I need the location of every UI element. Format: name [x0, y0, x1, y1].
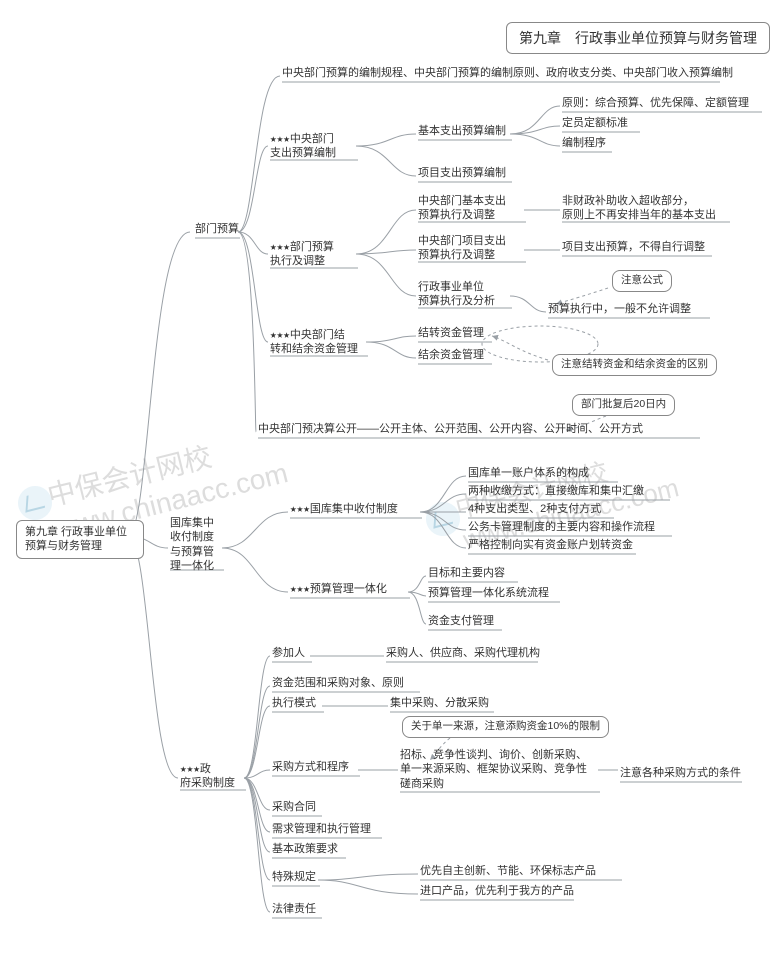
node-b1c-c2: 结余资金管理 [418, 348, 484, 362]
node-b2b-r3: 资金支付管理 [428, 614, 494, 628]
node-b3-r3: 执行模式 [272, 696, 316, 710]
node-b2a-r5: 严格控制向实有资金账户划转资金 [468, 538, 633, 552]
node-b2b: ★★★预算管理一体化 [290, 582, 387, 596]
node-b1b: ★★★部门预算 执行及调整 [270, 240, 334, 269]
node-b1b-c1: 中央部门基本支出预算执行及调整 [418, 194, 506, 223]
node-b1a-c1-r2: 定员定额标准 [562, 116, 628, 130]
node-b2a-r3: 4种支出类型、2种支付方式 [468, 502, 601, 516]
node-b1c: ★★★中央部门结转和结余资金管理 [270, 328, 358, 357]
node-b2a-r1: 国库单一账户体系的构成 [468, 466, 589, 480]
callout-b1c: 注意结转资金和结余资金的区别 [552, 354, 717, 376]
node-b1d: 中央部门预决算公开——公开主体、公开范围、公开内容、公开时间、公开方式 [258, 422, 643, 436]
node-b1b-c1-r: 非财政补助收入超收部分，原则上不再安排当年的基本支出 [562, 194, 716, 223]
node-b3-r4: 采购方式和程序 [272, 760, 349, 774]
node-b3-r3d: 集中采购、分散采购 [390, 696, 489, 710]
node-b3-r5: 采购合同 [272, 800, 316, 814]
node-b3: ★★★政府采购制度 [180, 762, 235, 791]
node-b1b-c2-r: 项目支出预算，不得自行调整 [562, 240, 705, 254]
node-b1b-c2: 中央部门项目支出预算执行及调整 [418, 234, 506, 263]
connector-layer [0, 0, 778, 966]
node-b1: 部门预算 [195, 222, 239, 236]
node-b1c-c1: 结转资金管理 [418, 326, 484, 340]
node-b3-r8b: 进口产品，优先利于我方的产品 [420, 884, 574, 898]
callout-b1d: 部门批复后20日内 [572, 394, 675, 416]
node-b3-r1: 参加人 [272, 646, 305, 660]
node-b1b-c3-r: 预算执行中，一般不允许调整 [548, 302, 691, 316]
node-b3-r2: 资金范围和采购对象、原则 [272, 676, 404, 690]
node-b3-r9: 法律责任 [272, 902, 316, 916]
node-b2a: ★★★国库集中收付制度 [290, 502, 398, 516]
callout-formula: 注意公式 [612, 270, 672, 292]
branch-top-line: 中央部门预算的编制规程、中央部门预算的编制原则、政府收支分类、中央部门收入预算编… [282, 66, 733, 80]
node-b1b-c3: 行政事业单位预算执行及分析 [418, 280, 495, 309]
node-b1a-c1-r1: 原则：综合预算、优先保障、定额管理 [562, 96, 749, 110]
node-b1a: ★★★中央部门 支出预算编制 [270, 132, 336, 161]
node-b2a-r4: 公务卡管理制度的主要内容和操作流程 [468, 520, 655, 534]
mindmap-diagram: 中保会计网校www.chinaacc.com 中保会计网校www.chinaac… [0, 0, 778, 966]
root-node: 第九章 行政事业单位预算与财务管理 [16, 520, 144, 559]
callout-b3-r4: 关于单一来源，注意添购资金10%的限制 [402, 716, 609, 738]
node-b3-r8: 特殊规定 [272, 870, 316, 884]
node-b2b-r1: 目标和主要内容 [428, 566, 505, 580]
node-b3-r7: 基本政策要求 [272, 842, 338, 856]
chapter-title: 第九章 行政事业单位预算与财务管理 [506, 22, 770, 54]
node-b3-r6: 需求管理和执行管理 [272, 822, 371, 836]
node-b2b-r2: 预算管理一体化系统流程 [428, 586, 549, 600]
node-b3-r4d: 招标、竞争性谈判、询价、创新采购、单一来源采购、框架协议采购、竞争性磋商采购 [400, 748, 587, 791]
node-b1a-c1-r3: 编制程序 [562, 136, 606, 150]
node-b1a-c1: 基本支出预算编制 [418, 124, 506, 138]
node-b2a-r2: 两种收缴方式：直接缴库和集中汇缴 [468, 484, 644, 498]
node-b1a-c2: 项目支出预算编制 [418, 166, 506, 180]
node-b3-r8a: 优先自主创新、节能、环保标志产品 [420, 864, 596, 878]
node-b3-r4-right: 注意各种采购方式的条件 [620, 766, 741, 780]
node-b2: 国库集中收付制度 与预算管理一体化 [170, 516, 214, 573]
node-b3-r1d: 采购人、供应商、采购代理机构 [386, 646, 540, 660]
